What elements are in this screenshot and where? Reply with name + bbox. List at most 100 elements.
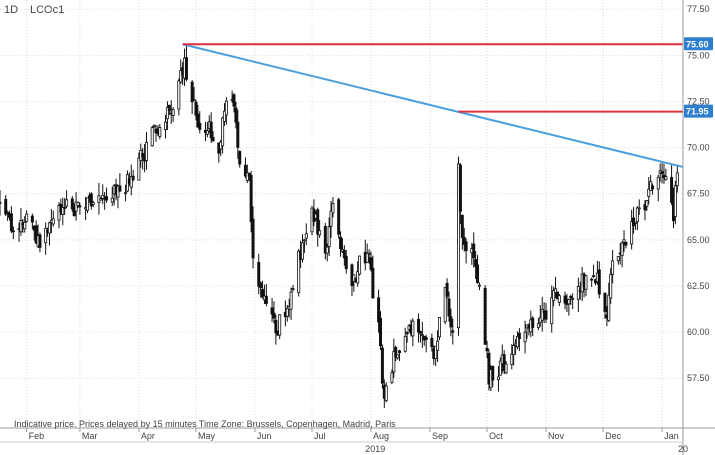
candle — [278, 314, 282, 340]
candle-body — [398, 350, 402, 354]
candle — [635, 206, 639, 231]
candle-body — [557, 295, 561, 303]
candle — [194, 99, 198, 121]
candle-body — [411, 320, 415, 337]
candle-body — [63, 207, 67, 209]
candle — [318, 219, 322, 238]
candle — [523, 320, 527, 354]
candle-body — [78, 205, 82, 208]
candle — [445, 278, 449, 299]
candle-body — [567, 299, 571, 305]
candle-body — [645, 200, 649, 207]
candle — [436, 330, 440, 362]
candle-body — [630, 221, 634, 245]
candle — [458, 163, 462, 224]
candle — [9, 206, 13, 234]
candle-body — [491, 365, 495, 381]
candle — [344, 250, 348, 274]
candle-body — [651, 185, 655, 190]
y-tick-label: 70.00 — [687, 143, 710, 153]
candle — [571, 293, 575, 310]
candle — [86, 197, 90, 214]
candle — [110, 186, 114, 207]
candle-body — [512, 345, 516, 355]
candle — [63, 198, 67, 215]
candle-body — [540, 308, 544, 321]
price-label-box — [684, 104, 713, 118]
candle — [563, 291, 567, 310]
candle-body — [272, 312, 276, 319]
candle-body — [496, 376, 500, 381]
candle — [261, 280, 265, 299]
candle-body — [23, 221, 27, 230]
candle — [645, 200, 649, 211]
candle — [154, 124, 158, 142]
candle-body — [405, 332, 409, 335]
symbol-label[interactable]: LCOc1 — [30, 4, 65, 16]
candle-body — [367, 253, 371, 255]
candle-body — [184, 57, 188, 80]
candle — [34, 220, 38, 245]
candle-body — [124, 192, 128, 195]
candle — [460, 214, 464, 250]
candle — [633, 222, 637, 230]
candle — [337, 197, 341, 239]
candle-body — [445, 282, 449, 297]
candle-body — [316, 209, 320, 235]
candle-body — [251, 218, 255, 259]
candle — [664, 168, 668, 181]
candle — [118, 173, 122, 193]
candle — [512, 334, 516, 366]
candle — [25, 210, 29, 223]
candle — [365, 243, 369, 263]
candle — [443, 287, 447, 325]
candle — [116, 184, 120, 209]
candle-body — [563, 295, 567, 304]
y-tick-label: 65.00 — [687, 235, 710, 245]
candle — [196, 104, 200, 128]
candle — [554, 276, 558, 299]
candle — [660, 161, 664, 184]
candle-body — [318, 230, 322, 236]
candle — [316, 207, 320, 247]
y-tick-label: 77.50 — [687, 4, 710, 14]
candle — [164, 114, 168, 139]
x-tick-label: May — [198, 431, 216, 441]
candle-body — [101, 194, 105, 199]
candle — [403, 327, 407, 353]
candle-body — [131, 175, 135, 180]
candle-body — [531, 317, 535, 328]
candle — [190, 80, 194, 115]
candle-body — [144, 142, 148, 161]
candle — [167, 104, 171, 116]
candle-body — [392, 351, 396, 373]
candle — [247, 172, 251, 182]
candle-body — [603, 292, 607, 312]
candle-body — [304, 233, 308, 239]
candle — [150, 125, 154, 147]
candle-body — [552, 290, 556, 301]
candle-body — [192, 99, 196, 102]
candle — [274, 314, 278, 345]
candle-body — [576, 286, 580, 300]
candle — [544, 302, 548, 323]
candle-body — [34, 225, 38, 244]
candle-body — [622, 239, 626, 243]
candle-body — [86, 197, 90, 211]
interval-label[interactable]: 1D — [4, 4, 19, 16]
x-tick-label: Aug — [373, 431, 389, 441]
candle-body — [6, 212, 10, 214]
candle-body — [377, 297, 381, 323]
candle — [291, 284, 295, 292]
candle-body — [47, 222, 51, 234]
candle — [74, 192, 78, 221]
candle-body — [590, 278, 594, 281]
candle — [124, 184, 128, 202]
candle — [670, 164, 674, 205]
y-tick-label: 57.50 — [687, 373, 710, 383]
candle — [38, 232, 42, 253]
candle-body — [458, 164, 462, 212]
candle-body — [11, 230, 15, 233]
candle-body — [656, 176, 660, 190]
